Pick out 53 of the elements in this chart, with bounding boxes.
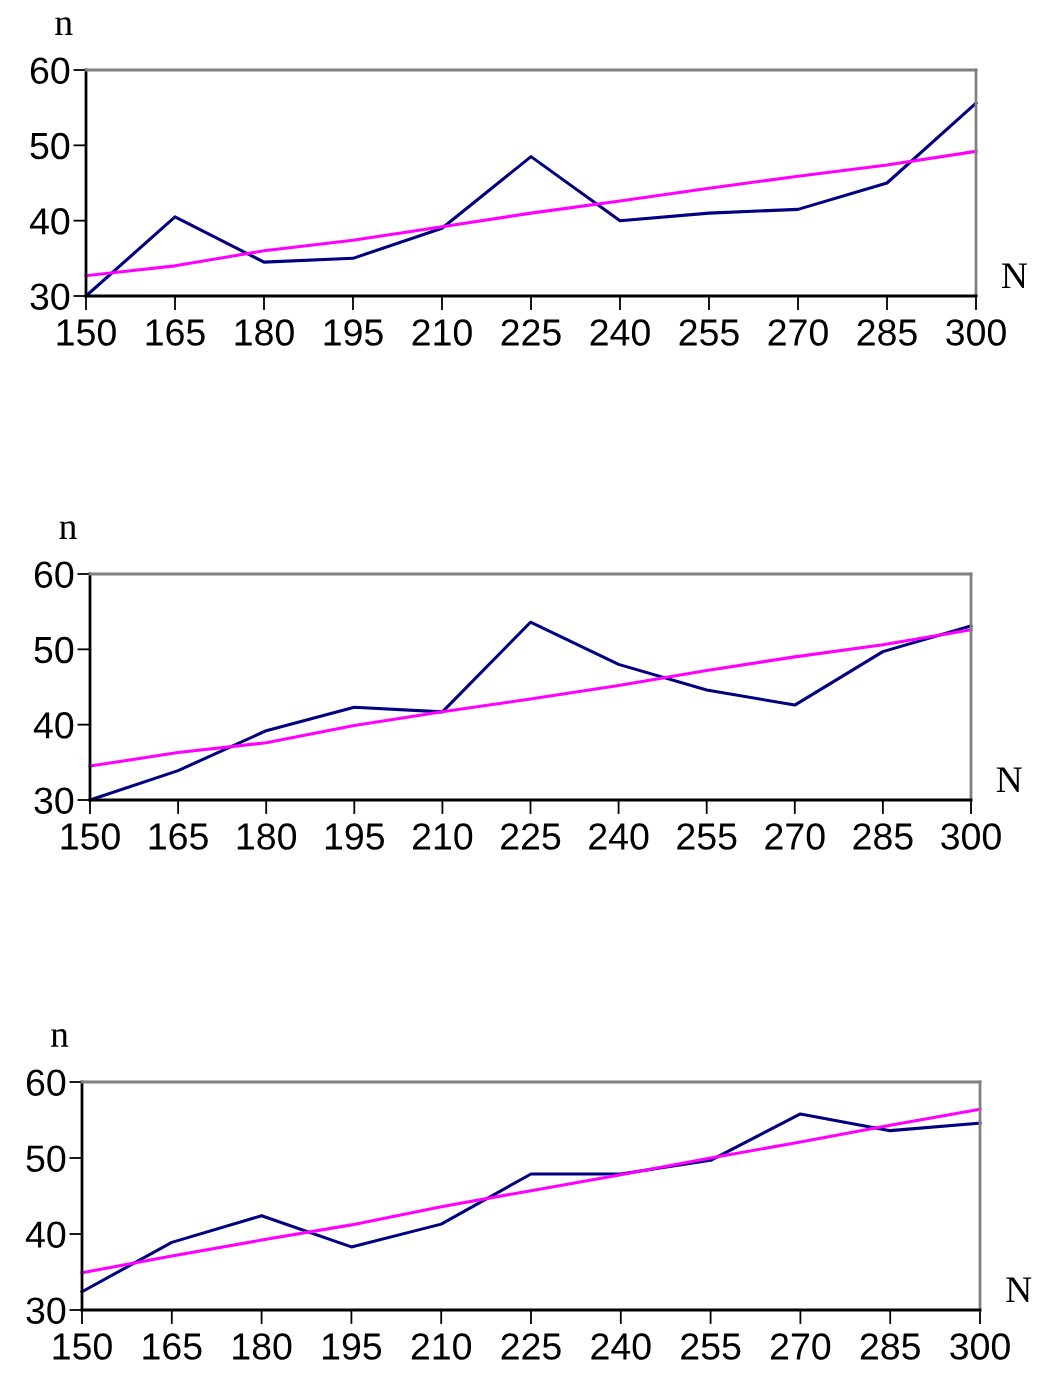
x-tick-label: 210 xyxy=(412,319,472,346)
y-axis-title: n xyxy=(51,1028,69,1047)
x-tick-label: 210 xyxy=(413,823,473,850)
x-tick-label: 270 xyxy=(771,1333,831,1360)
x-tick-label: 150 xyxy=(57,319,116,346)
y-tick-label: 50 xyxy=(30,132,70,160)
x-tick-label: 195 xyxy=(324,319,383,346)
x-tick-label: 225 xyxy=(501,823,561,850)
x-tick-label: 195 xyxy=(325,823,385,850)
y-tick-label: 50 xyxy=(26,1145,66,1172)
y-tick-label: 30 xyxy=(26,1297,66,1324)
x-tick-label: 285 xyxy=(853,823,913,850)
x-tick-label: 165 xyxy=(146,319,205,346)
y-axis-title: n xyxy=(59,521,77,539)
x-tick-label: 150 xyxy=(61,823,120,850)
y-tick-label: 30 xyxy=(30,283,70,310)
x-tick-label: 240 xyxy=(590,319,650,346)
x-tick-label: 165 xyxy=(149,823,208,850)
x-tick-label: 210 xyxy=(411,1333,472,1360)
x-tick-label: 180 xyxy=(235,319,294,346)
x-tick-label: 240 xyxy=(589,823,649,850)
x-tick-label: 255 xyxy=(677,823,737,850)
x-tick-label: 165 xyxy=(143,1333,202,1360)
y-tick-label: 60 xyxy=(26,1069,66,1096)
y-tick-label: 40 xyxy=(33,712,74,739)
x-tick-label: 180 xyxy=(233,1333,292,1360)
x-tick-label: 255 xyxy=(679,319,739,346)
y-axis-title: n xyxy=(55,17,73,35)
x-tick-label: 255 xyxy=(681,1333,741,1360)
x-tick-label: 300 xyxy=(950,1333,1010,1360)
x-tick-label: 285 xyxy=(860,1333,920,1360)
x-tick-label: 300 xyxy=(946,319,1006,346)
x-tick-label: 300 xyxy=(941,823,1001,850)
line-series xyxy=(88,628,973,768)
y-tick-label: 40 xyxy=(29,208,70,235)
x-tick-label: 270 xyxy=(765,823,825,850)
y-tick-label: 40 xyxy=(25,1221,66,1248)
y-tick-label: 60 xyxy=(30,57,70,84)
x-tick-label: 270 xyxy=(768,319,828,346)
x-tick-label: 225 xyxy=(501,1333,561,1360)
x-axis-title: N xyxy=(1006,1277,1032,1303)
y-tick-label: 50 xyxy=(34,636,74,664)
x-tick-label: 240 xyxy=(591,1333,651,1360)
x-axis-title: N xyxy=(996,767,1022,793)
x-axis-title: N xyxy=(1002,263,1028,289)
line-series xyxy=(84,149,978,278)
x-tick-label: 285 xyxy=(857,319,917,346)
x-tick-label: 150 xyxy=(53,1333,112,1360)
y-tick-label: 30 xyxy=(34,787,74,814)
x-tick-label: 225 xyxy=(501,319,561,346)
x-tick-label: 195 xyxy=(322,1333,382,1360)
x-tick-label: 180 xyxy=(237,823,297,850)
y-tick-label: 60 xyxy=(34,561,74,588)
